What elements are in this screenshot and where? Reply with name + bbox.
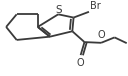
Text: O: O (97, 30, 105, 40)
Text: Br: Br (90, 1, 100, 11)
Text: O: O (77, 58, 84, 68)
Text: S: S (55, 5, 62, 15)
